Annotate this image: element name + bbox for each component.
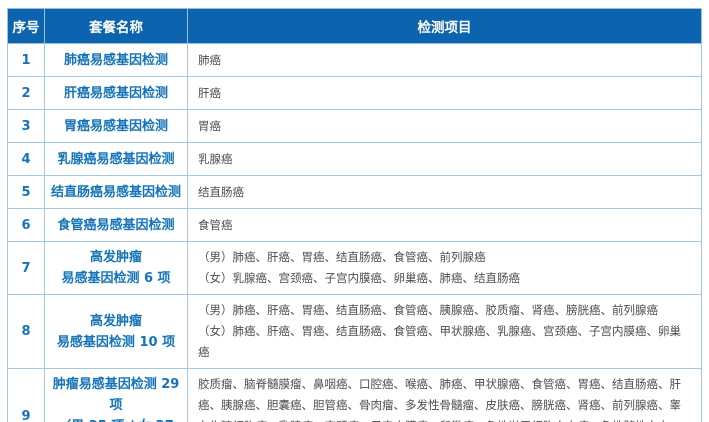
package-name-line: 易感基因检测 10 项: [56, 334, 176, 350]
test-items: 乳腺癌: [187, 142, 702, 176]
gene-test-package-table: 序号 套餐名称 检测项目 1 肺癌易感基因检测 肺癌 2 肝癌易感基因检测 肝癌 3 胃癌易感…: [7, 8, 702, 422]
table-row: 8 高发肿瘤 易感基因检测 10 项（男）肺癌、肝癌、胃癌、结直肠癌、食管癌、胰腺癌…: [7, 294, 702, 369]
test-items-line: （女）肺癌、肝癌、胃癌、结直肠癌、食管癌、甲状腺癌、乳腺癌、宫颈癌、子宫内膜癌、…: [198, 324, 681, 359]
test-items-line: 乳腺癌: [198, 151, 233, 166]
row-index: 8: [7, 294, 45, 369]
test-items-line: （男）肺癌、肝癌、胃癌、结直肠癌、食管癌、前列腺癌: [198, 250, 486, 264]
table-row: 2 肝癌易感基因检测 肝癌: [7, 76, 702, 110]
header-row: 序号 套餐名称 检测项目: [7, 8, 702, 44]
package-name: 高发肿瘤易感基因检测 10 项: [44, 294, 188, 369]
table-row: 7 高发肿瘤 易感基因检测 6 项（男）肺癌、肝癌、胃癌、结直肠癌、食管癌、前列腺癌…: [7, 241, 702, 295]
test-items-line: 胶质瘤、脑脊髓膜瘤、鼻咽癌、口腔癌、喉癌、肺癌、甲状腺癌、食管癌、胃癌、结直肠癌…: [198, 377, 681, 422]
package-name: 食管癌易感基因检测: [44, 208, 188, 242]
test-items: （男）肺癌、肝癌、胃癌、结直肠癌、食管癌、胰腺癌、胶质瘤、肾癌、膀胱癌、前列腺癌…: [187, 294, 702, 369]
test-items: 肝癌: [187, 76, 702, 110]
package-name: 肿瘤易感基因检测 29 项 （男 25 项 / 女 27 项）: [44, 368, 188, 422]
package-name-line: （男 25 项 / 女 27 项）: [47, 416, 185, 422]
table-row: 4 乳腺癌易感基因检测 乳腺癌: [7, 142, 702, 176]
row-index: 3: [7, 109, 45, 143]
package-name: 高发肿瘤易感基因检测 6 项: [44, 241, 188, 295]
package-name: 乳腺癌易感基因检测: [44, 142, 188, 176]
test-items-line: 食管癌: [198, 217, 233, 232]
package-name-line: 肿瘤易感基因检测 29 项: [52, 377, 180, 413]
package-name-line: 结直肠癌易感基因检测: [50, 184, 181, 200]
test-items-line: 结直肠癌: [198, 184, 244, 199]
table-row: 1 肺癌易感基因检测 肺癌: [7, 43, 702, 77]
header-cell-index: 序号: [7, 8, 45, 44]
test-items: 结直肠癌: [187, 175, 702, 209]
test-items: 食管癌: [187, 208, 702, 242]
package-name-line: 高发肿瘤: [89, 313, 142, 329]
row-index: 6: [7, 208, 45, 242]
package-name: 肺癌易感基因检测: [44, 43, 188, 77]
package-name-line: 肺癌易感基因检测: [63, 52, 168, 68]
package-name-line: 易感基因检测 6 项: [61, 271, 171, 286]
package-name-line: 肝癌易感基因检测: [63, 85, 168, 101]
test-items: 胶质瘤、脑脊髓膜瘤、鼻咽癌、口腔癌、喉癌、肺癌、甲状腺癌、食管癌、胃癌、结直肠癌…: [187, 368, 702, 422]
header-cell-package-name: 套餐名称: [44, 8, 188, 44]
package-name: 肝癌易感基因检测: [44, 76, 188, 110]
package-name-line: 乳腺癌易感基因检测: [57, 151, 175, 167]
test-items: 胃癌: [187, 109, 702, 143]
table-row: 3 胃癌易感基因检测 胃癌: [7, 109, 702, 143]
test-items-line: （男）肺癌、肝癌、胃癌、结直肠癌、食管癌、胰腺癌、胶质瘤、肾癌、膀胱癌、前列腺癌: [198, 303, 658, 317]
table-row: 5 结直肠癌易感基因检测 结直肠癌: [7, 175, 702, 209]
test-items-line: （女）乳腺癌、宫颈癌、子宫内膜癌、卵巢癌、肺癌、结直肠癌: [198, 271, 520, 285]
test-items-line: 肝癌: [198, 85, 221, 100]
row-index: 1: [7, 43, 45, 77]
table-body: 1 肺癌易感基因检测 肺癌 2 肝癌易感基因检测 肝癌 3 胃癌易感基因检测 胃癌 4 乳腺癌易感基…: [7, 43, 702, 422]
package-name: 结直肠癌易感基因检测: [44, 175, 188, 209]
package-name-line: 食管癌易感基因检测: [57, 217, 175, 233]
package-name-line: 高发肿瘤: [89, 250, 142, 265]
test-items: 肺癌: [187, 43, 702, 77]
test-items-line: 胃癌: [198, 118, 221, 133]
row-index: 5: [7, 175, 45, 209]
package-name-line: 胃癌易感基因检测: [63, 118, 168, 134]
row-index: 2: [7, 76, 45, 110]
header-cell-test-items: 检测项目: [187, 8, 702, 44]
table-row: 6 食管癌易感基因检测 食管癌: [7, 208, 702, 242]
test-items-line: 肺癌: [198, 52, 221, 67]
row-index: 7: [7, 241, 45, 295]
row-index: 4: [7, 142, 45, 176]
row-index: 9: [7, 368, 45, 422]
test-items: （男）肺癌、肝癌、胃癌、结直肠癌、食管癌、前列腺癌 （女）乳腺癌、宫颈癌、子宫内膜…: [187, 241, 702, 295]
package-name: 胃癌易感基因检测: [44, 109, 188, 143]
